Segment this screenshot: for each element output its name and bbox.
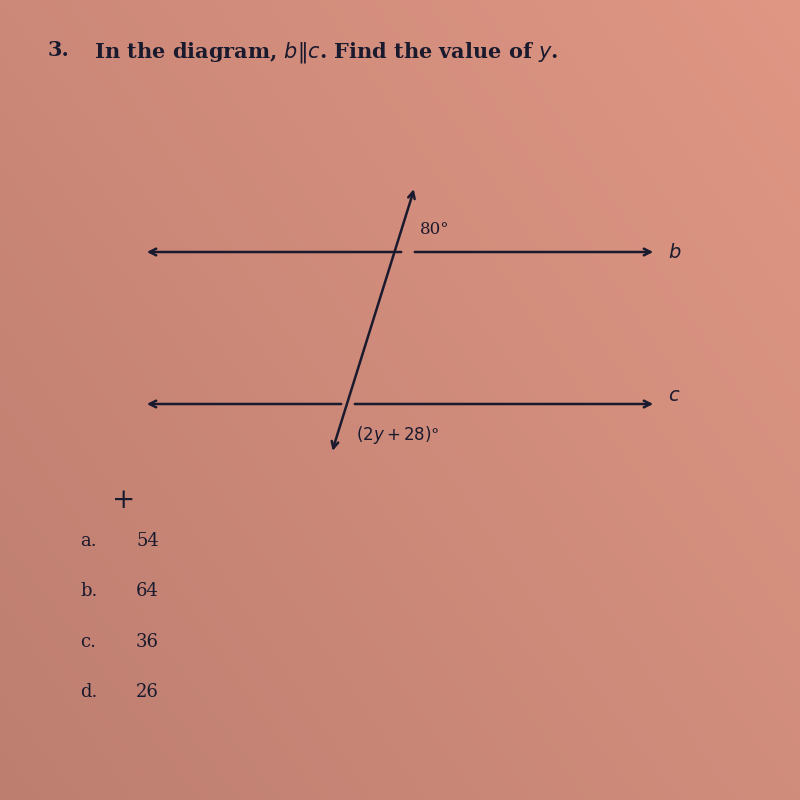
- Text: b.: b.: [80, 582, 98, 600]
- Text: 3.: 3.: [48, 40, 70, 60]
- Text: $(2y + 28)$°: $(2y + 28)$°: [356, 424, 440, 446]
- Text: +: +: [112, 486, 135, 514]
- Text: 26: 26: [136, 683, 159, 701]
- Text: d.: d.: [80, 683, 98, 701]
- Text: 54: 54: [136, 532, 158, 550]
- Text: c.: c.: [80, 633, 96, 651]
- Text: $c$: $c$: [668, 387, 681, 405]
- Text: $b$: $b$: [668, 242, 682, 262]
- Text: 80°: 80°: [420, 221, 450, 238]
- Text: In the diagram, $b \| c$. Find the value of $y$.: In the diagram, $b \| c$. Find the value…: [80, 40, 558, 65]
- Text: 36: 36: [136, 633, 159, 651]
- Text: 64: 64: [136, 582, 159, 600]
- Text: a.: a.: [80, 532, 97, 550]
